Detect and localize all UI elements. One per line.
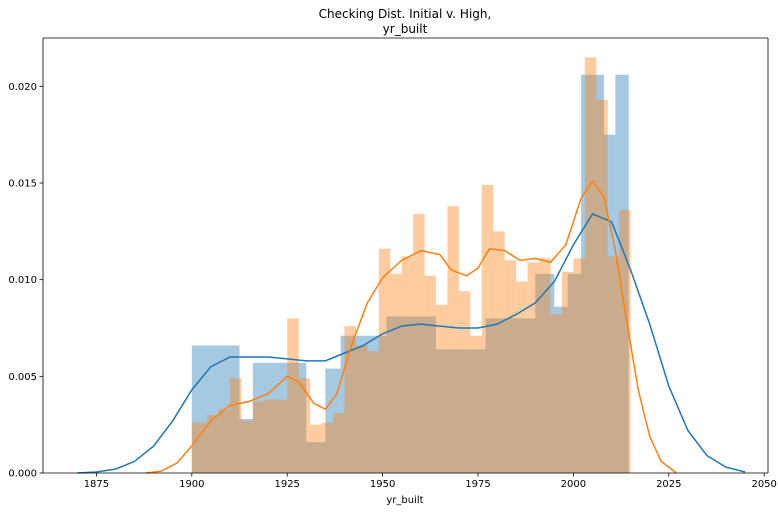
histogram-bar-series-1	[615, 74, 629, 473]
histogram-bar-series-2	[321, 422, 333, 473]
x-tick-label: 2000	[561, 479, 586, 490]
x-tick-label: 2025	[656, 479, 681, 490]
histogram-bar-series-2	[218, 409, 230, 473]
chart-title-line1: Checking Dist. Initial v. High,	[319, 7, 492, 21]
histogram-bar-series-2	[207, 415, 219, 473]
histogram-bar-series-2	[413, 213, 425, 473]
y-tick-label: 0.005	[8, 372, 37, 383]
histogram-bar-series-2	[275, 399, 288, 473]
histogram-bar-series-1	[581, 74, 604, 473]
y-tick-label: 0.000	[8, 469, 37, 480]
histogram-bar-series-1	[239, 418, 253, 473]
histogram-bar-series-2	[378, 248, 391, 473]
histogram-bar-series-2	[333, 413, 345, 473]
histogram-bar-series-1	[554, 306, 568, 473]
x-tick-label: 1975	[465, 479, 490, 490]
histogram-bar-series-2	[401, 256, 414, 473]
histogram-bar-series-2	[447, 206, 459, 473]
histogram-bar-series-1	[386, 316, 437, 473]
histogram-bar-series-2	[390, 273, 402, 473]
x-tick-label: 2050	[751, 479, 776, 490]
histogram-bar-series-2	[310, 424, 322, 473]
kde-group	[77, 179, 746, 474]
histogram-bar-series-1	[485, 318, 536, 473]
histogram-bar-series-2	[596, 99, 608, 474]
histogram-bar-series-2	[573, 258, 585, 473]
histogram-bar-series-2	[367, 351, 379, 473]
x-tick-label: 1900	[179, 479, 204, 490]
histogram-bar-series-2	[241, 420, 253, 473]
histogram-bar-series-2	[355, 345, 368, 473]
histogram-bar-series-2	[424, 275, 437, 473]
histogram-bar-series-2	[607, 256, 620, 473]
histogram-bar-series-2	[516, 281, 528, 473]
histogram-bar-series-2	[344, 326, 356, 473]
y-tick-label: 0.015	[8, 179, 37, 190]
histogram-bar-series-2	[493, 231, 505, 473]
histogram-bar-series-1	[191, 345, 240, 473]
histogram-bar-series-2	[619, 210, 631, 473]
histogram-bar-series-2	[264, 399, 276, 473]
histogram-bar-series-2	[504, 260, 517, 473]
x-tick-label: 1875	[84, 479, 109, 490]
x-tick-label: 1950	[370, 479, 395, 490]
histogram-bar-series-2	[436, 304, 448, 473]
histogram-bar-series-2	[252, 401, 265, 473]
histogram-bar-series-2	[481, 184, 494, 473]
histogram-bar-series-1	[287, 362, 307, 473]
histogram-bar-series-2	[298, 378, 311, 473]
histogram-bar-series-2	[550, 314, 562, 473]
histogram-bar-series-2	[527, 262, 540, 473]
histogram-bar-series-2	[561, 271, 574, 473]
histogram-bar-series-1	[603, 134, 616, 474]
histogram-bar-series-2	[229, 378, 242, 473]
histogram-bar-series-2	[539, 258, 551, 473]
histogram-bar-series-1	[535, 273, 555, 473]
chart-title-line2: yr_built	[383, 22, 428, 36]
histogram-bar-series-2	[584, 57, 597, 473]
histogram-bar-series-2	[191, 422, 208, 473]
x-axis-label: yr_built	[386, 495, 423, 506]
histogram-bar-series-1	[306, 442, 326, 473]
y-tick-label: 0.020	[8, 82, 37, 93]
axes-group: 1875 1900 1925 1950 1975 2000 2025 2050 0.000 0.0…	[8, 37, 777, 490]
histogram-bar-series-2	[287, 318, 299, 473]
histogram-bar-series-2	[470, 335, 482, 473]
histogram-bar-series-2	[458, 291, 471, 473]
x-tick-label: 1925	[274, 479, 299, 490]
bars-group	[191, 57, 631, 474]
histogram-bar-series-1	[567, 273, 582, 473]
histogram-bar-series-1	[436, 349, 486, 473]
kde-line-series-2	[145, 179, 677, 474]
kde-line-series-1	[77, 212, 746, 474]
y-tick-label: 0.010	[8, 275, 37, 286]
